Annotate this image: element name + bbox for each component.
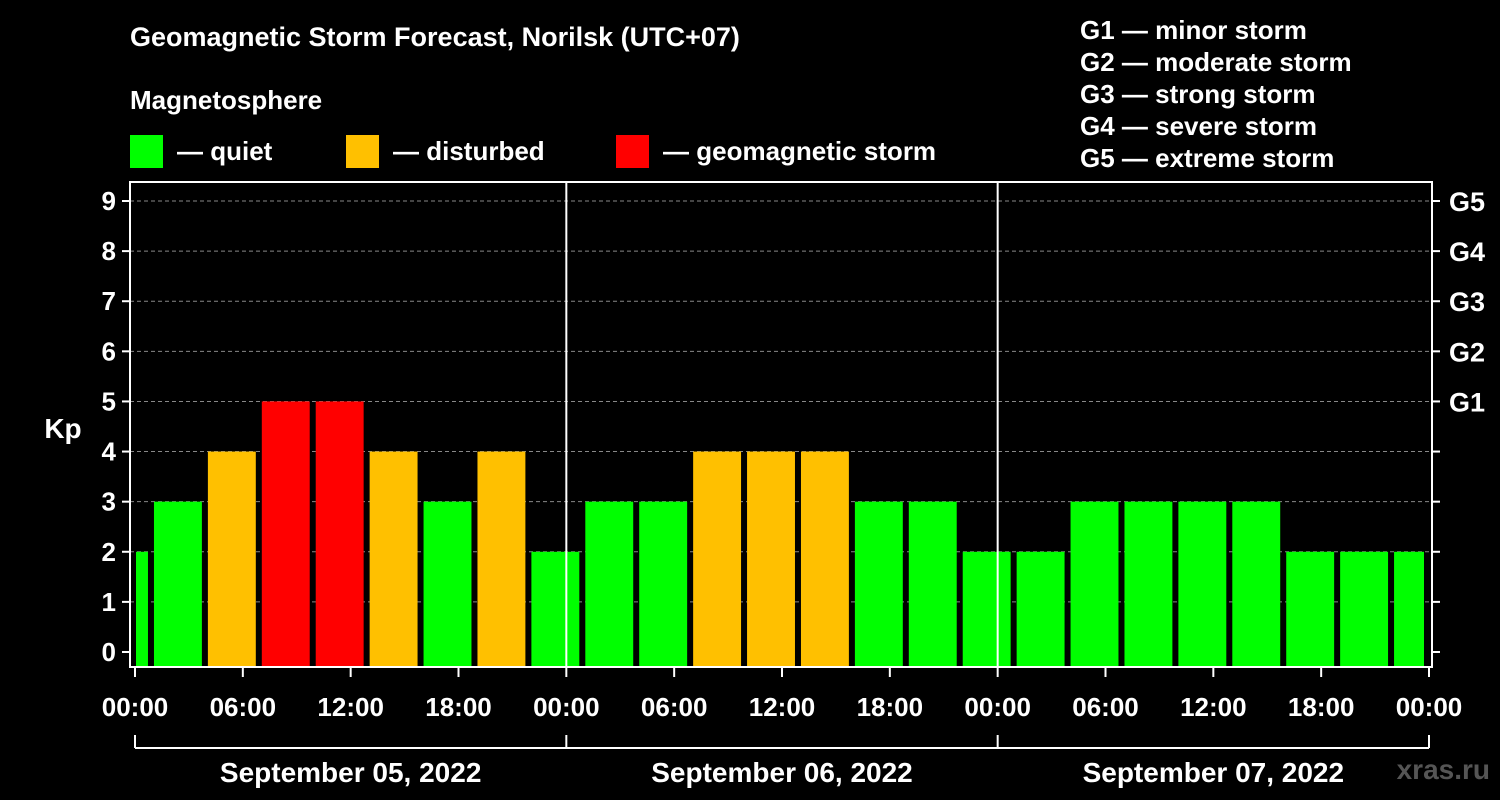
bar-1 bbox=[153, 501, 202, 667]
g-scale-item-g5: G5 — extreme storm bbox=[1080, 143, 1335, 173]
legend-swatch-quiet bbox=[130, 134, 163, 168]
ytick-label-2: 2 bbox=[102, 537, 116, 567]
ytick-label-5: 5 bbox=[102, 386, 116, 416]
right-tick-label-g1: G1 bbox=[1449, 387, 1485, 417]
bar-21 bbox=[1232, 501, 1281, 667]
bar-18 bbox=[1070, 501, 1119, 667]
legend-item-disturbed: — disturbed bbox=[346, 134, 545, 168]
legend-swatch-disturbed bbox=[346, 134, 379, 168]
xtick-label-5: 06:00 bbox=[641, 692, 708, 722]
legend-label-disturbed: — disturbed bbox=[393, 135, 545, 166]
bar-14 bbox=[854, 501, 903, 667]
bar-12 bbox=[747, 451, 795, 667]
ytick-label-3: 3 bbox=[102, 487, 116, 517]
bar-0 bbox=[136, 551, 148, 667]
xtick-label-6: 12:00 bbox=[749, 692, 816, 722]
right-tick-label-g5: G5 bbox=[1449, 187, 1485, 217]
bar-13 bbox=[800, 451, 849, 667]
legend-swatch-storm bbox=[616, 134, 649, 168]
ytick-label-9: 9 bbox=[102, 186, 116, 216]
xtick-label-3: 18:00 bbox=[425, 692, 492, 722]
bar-22 bbox=[1286, 551, 1335, 667]
bar-6 bbox=[423, 501, 472, 667]
bar-11 bbox=[693, 451, 742, 667]
bar-10 bbox=[639, 501, 688, 667]
xtick-label-1: 06:00 bbox=[210, 692, 277, 722]
xtick-label-9: 06:00 bbox=[1072, 692, 1139, 722]
ytick-label-8: 8 bbox=[102, 236, 116, 266]
xtick-label-4: 00:00 bbox=[533, 692, 600, 722]
watermark: xras.ru bbox=[1396, 754, 1490, 785]
xtick-label-0: 00:00 bbox=[102, 692, 169, 722]
day-label-2: September 07, 2022 bbox=[1083, 757, 1345, 788]
xtick-label-10: 12:00 bbox=[1180, 692, 1247, 722]
ytick-label-4: 4 bbox=[102, 437, 117, 467]
bar-2 bbox=[207, 451, 256, 667]
legend-item-quiet: — quiet bbox=[130, 134, 272, 168]
chart-subtitle: Magnetosphere bbox=[130, 85, 323, 115]
ytick-label-1: 1 bbox=[102, 587, 116, 617]
bar-16 bbox=[962, 551, 1011, 667]
right-tick-label-g4: G4 bbox=[1449, 237, 1485, 267]
day-label-0: September 05, 2022 bbox=[220, 757, 482, 788]
bar-23 bbox=[1340, 551, 1389, 667]
xtick-label-12: 00:00 bbox=[1396, 692, 1463, 722]
right-tick-label-g2: G2 bbox=[1449, 337, 1485, 367]
ytick-label-6: 6 bbox=[102, 336, 116, 366]
bar-24 bbox=[1394, 551, 1424, 667]
day-label-1: September 06, 2022 bbox=[651, 757, 913, 788]
ytick-label-7: 7 bbox=[102, 286, 116, 316]
legend-item-storm: — geomagnetic storm bbox=[616, 134, 936, 168]
bar-5 bbox=[369, 451, 418, 667]
bar-7 bbox=[477, 451, 526, 667]
ytick-label-0: 0 bbox=[102, 637, 116, 667]
bar-19 bbox=[1124, 501, 1173, 667]
xtick-label-2: 12:00 bbox=[317, 692, 384, 722]
xtick-label-7: 18:00 bbox=[857, 692, 924, 722]
g-scale-item-g4: G4 — severe storm bbox=[1080, 111, 1318, 141]
g-scale-legend: G1 — minor storm G2 — moderate storm G3 … bbox=[1080, 14, 1352, 174]
legend-label-storm: — geomagnetic storm bbox=[663, 135, 937, 166]
g-scale-item-g1: G1 — minor storm bbox=[1080, 15, 1307, 45]
chart-title: Geomagnetic Storm Forecast, Norilsk (UTC… bbox=[130, 22, 740, 52]
g-scale-item-g3: G3 — strong storm bbox=[1080, 79, 1316, 109]
bar-20 bbox=[1178, 501, 1227, 667]
g-scale-item-g2: G2 — moderate storm bbox=[1080, 47, 1352, 77]
bar-9 bbox=[585, 501, 634, 667]
xtick-label-11: 18:00 bbox=[1288, 692, 1355, 722]
xtick-label-8: 00:00 bbox=[964, 692, 1031, 722]
bar-8 bbox=[531, 551, 580, 667]
y-axis-label: Kp bbox=[44, 413, 81, 444]
bar-3 bbox=[261, 401, 310, 667]
bar-17 bbox=[1016, 551, 1065, 667]
bar-15 bbox=[908, 501, 957, 667]
legend-label-quiet: — quiet bbox=[177, 135, 273, 166]
right-tick-label-g3: G3 bbox=[1449, 287, 1485, 317]
bar-4 bbox=[315, 401, 364, 667]
